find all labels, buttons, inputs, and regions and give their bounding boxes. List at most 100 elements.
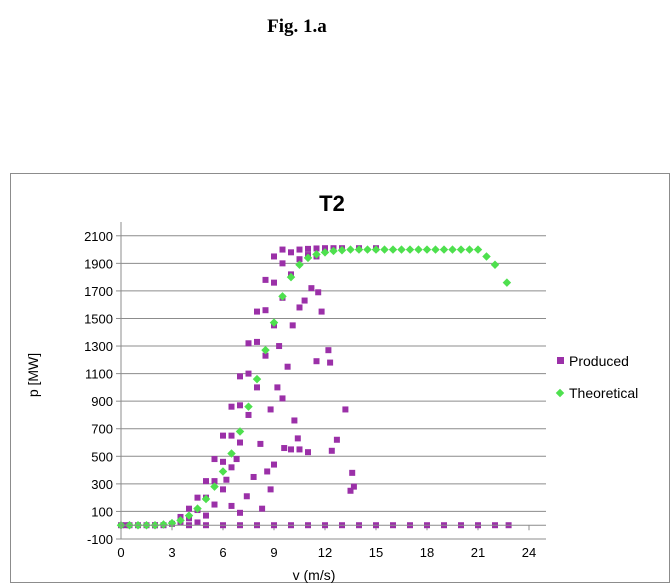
produced-point [220,432,226,439]
produced-point [288,446,294,453]
theoretical-point [286,272,296,282]
produced-point [194,519,201,526]
theoretical-point [210,482,219,491]
produced-point [262,276,269,283]
produced-point [243,493,250,500]
theoretical-point [252,374,262,384]
produced-point [228,432,235,439]
produced-point [296,256,303,263]
produced-point [220,458,226,465]
theoretical-point [329,246,338,256]
produced-point [305,449,311,456]
produced-point [294,435,301,442]
produced-point [254,384,260,391]
theoretical-point [397,245,406,254]
produced-point [237,373,243,380]
produced-point [333,436,340,443]
produced-point [328,447,335,454]
x-tick-label: 24 [522,545,536,560]
produced-point [220,486,226,493]
produced-point [211,501,218,508]
x-tick-label: 21 [471,545,485,560]
y-tick-label: 100 [91,504,113,519]
produced-point [274,384,281,391]
produced-point [279,246,286,253]
produced-point [318,308,325,315]
theoretical-point [363,245,372,254]
produced-point [203,512,209,519]
theoretical-point [269,318,279,327]
produced-point [288,249,294,256]
produced-point [284,363,291,370]
produced-point [281,445,288,452]
produced-point [262,352,269,359]
produced-point [228,403,235,410]
produced-point [349,469,356,476]
produced-point [301,297,308,304]
theoretical-point [346,245,355,254]
produced-point [245,370,252,377]
theoretical-point [176,516,185,525]
theoretical-point [337,246,347,255]
produced-point [223,476,230,483]
produced-point [291,417,298,424]
produced-point [342,406,349,413]
produced-point [254,338,260,345]
theoretical-point [448,245,457,254]
produced-point [211,456,218,463]
grid-lines [121,235,546,540]
y-tick-label: 500 [91,449,113,464]
theoretical-point [439,245,449,254]
y-tick-label: 1100 [85,367,113,382]
produced-point [245,340,252,347]
produced-point [347,487,354,494]
theoretical-point [244,402,253,411]
legend-marker-produced [557,357,564,364]
produced-point [186,505,192,512]
produced-point [276,343,283,350]
theoretical-point [405,245,415,254]
y-tick-label: 1700 [84,284,113,299]
produced-point [203,478,209,485]
x-tick-label: 18 [420,545,434,560]
produced-point [296,446,303,453]
produced-point [245,411,252,418]
y-tick-label: 1500 [84,311,113,326]
theoretical-point [482,252,491,261]
produced-point [308,285,315,292]
theoretical-point [490,260,500,269]
legend-label-theoretical: Theoretical [569,385,638,401]
theoretical-point [371,245,381,254]
x-tick-label: 0 [117,545,124,560]
theoretical-point [227,449,236,458]
produced-point [296,246,303,253]
x-tick-label: 9 [270,545,277,560]
produced-point [279,260,286,267]
x-tick-label: 6 [219,545,226,560]
produced-point [267,486,274,493]
produced-point [313,245,320,252]
chart-frame: T2 -100 100 300 500 700 900 1100 1300 1500 1700 19… [10,173,670,583]
produced-point [350,483,357,490]
theoretical-point [193,504,202,513]
produced-point [257,440,264,447]
produced-point [313,358,320,365]
scatter-chart: T2 -100 100 300 500 700 900 1100 1300 1500 1700 19… [25,191,638,583]
produced-point [289,322,296,329]
theoretical-point [422,245,432,254]
figure-caption: Fig. 1.a [267,16,327,37]
produced-point [228,464,235,471]
theoretical-point [456,245,466,254]
produced-point [267,406,274,413]
produced-point [237,402,243,409]
produced-point [271,461,277,468]
theoretical-point [380,245,389,254]
produced-point [194,494,201,501]
chart-title: T2 [319,191,345,216]
y-tick-label: -100 [87,532,113,547]
data-points [116,245,512,530]
y-tick-label: 900 [91,394,113,409]
y-tick-label: 2100 [84,229,113,244]
produced-point [296,304,303,311]
y-axis-label: p [MW] [25,353,41,397]
